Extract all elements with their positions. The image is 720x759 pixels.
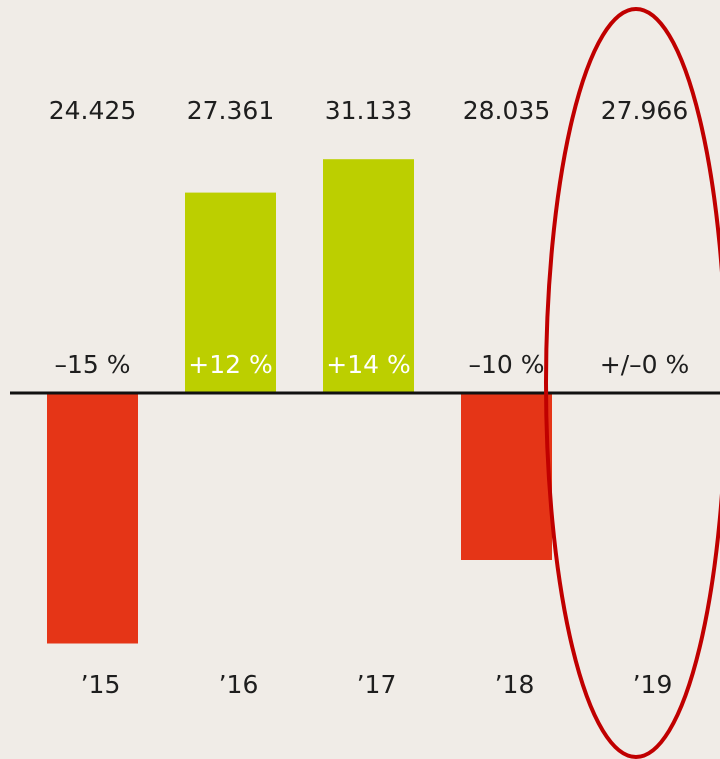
x-tick-label: ’18 xyxy=(495,670,535,699)
highlight-ellipse xyxy=(544,7,720,759)
value-label: –15 % xyxy=(54,350,130,379)
labels: –15 % 24.425 ’15 +12 % 27.361 ’16 +14 % 31.133 ’… xyxy=(49,96,689,699)
bar xyxy=(47,393,138,644)
value-label: +12 % xyxy=(188,350,272,379)
x-tick-label: ’17 xyxy=(357,670,397,699)
bar xyxy=(185,192,276,393)
x-tick-label: ’16 xyxy=(219,670,259,699)
value-label: +/–0 % xyxy=(600,350,689,379)
annotation: 31.133 xyxy=(325,96,412,125)
annotation: 27.361 xyxy=(187,96,274,125)
annotation: 27.966 xyxy=(601,96,688,125)
value-label: –10 % xyxy=(468,350,544,379)
annotation: 24.425 xyxy=(49,96,136,125)
bar xyxy=(461,393,552,560)
x-tick-label: ’19 xyxy=(633,670,673,699)
annotation: 28.035 xyxy=(463,96,550,125)
plot xyxy=(47,159,552,644)
bar xyxy=(323,159,414,393)
x-tick-label: ’15 xyxy=(81,670,121,699)
value-label: +14 % xyxy=(326,350,410,379)
